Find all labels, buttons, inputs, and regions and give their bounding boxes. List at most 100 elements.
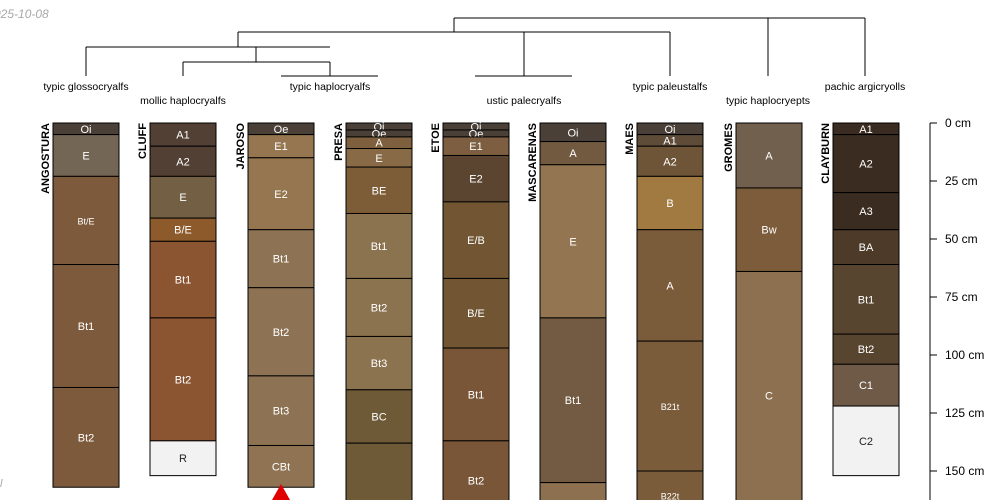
profile-id-label: CLUFF <box>137 123 149 159</box>
horizon-label: A1 <box>663 135 676 147</box>
horizon-clayburn-5 <box>832 333 900 365</box>
horizon-gromes-2 <box>735 270 803 500</box>
horizon-label: Bt1 <box>468 389 485 401</box>
horizon-label: R <box>179 453 187 465</box>
horizon-label: Bt2 <box>468 475 485 487</box>
taxon-label-glossocryalfs: typic glossocryalfs <box>43 81 128 93</box>
horizon-maes-4 <box>636 229 704 342</box>
horizon-etoe-7 <box>442 440 510 500</box>
horizon-angostura-2 <box>52 175 120 266</box>
horizon-label: B22t <box>661 492 680 500</box>
taxon-label-typic-paleustalfs: typic paleustalfs <box>633 81 708 93</box>
horizon-label: A1 <box>859 124 872 136</box>
profile-cluff: A1 A2 E B/E Bt1 Bt2 R CLUFF <box>137 122 217 477</box>
horizon-label: CBt <box>272 461 290 473</box>
horizon-label: E1 <box>469 141 482 153</box>
horizon-jaroso-6 <box>247 444 315 488</box>
horizon-label: E2 <box>469 174 482 186</box>
horizon-label: B21t <box>661 402 680 412</box>
horizon-label: Bt2 <box>175 374 192 386</box>
profile-id-label: ETOE <box>430 123 442 153</box>
horizon-gromes-1 <box>735 187 803 272</box>
axis-tick-label: 125 cm <box>945 406 984 420</box>
profile-id-label: GROMES <box>723 123 735 172</box>
profile-id-label: ANGOSTURA <box>40 123 52 194</box>
horizon-maes-5 <box>636 340 704 472</box>
horizon-angostura-4 <box>52 386 120 488</box>
horizon-label: E1 <box>274 141 287 153</box>
axis-tick-label: 150 cm <box>945 464 984 478</box>
horizon-label: E <box>179 192 186 204</box>
profile-gromes: A Bw C GROMES <box>723 122 803 500</box>
horizon-presa-6 <box>345 277 413 337</box>
horizon-cluff-6 <box>149 440 217 477</box>
horizon-presa-4 <box>345 166 413 214</box>
profile-id-label: JAROSO <box>235 123 247 170</box>
horizon-cluff-2 <box>149 175 217 219</box>
horizon-label: C1 <box>859 380 873 392</box>
horizon-label: B/E <box>174 225 192 237</box>
horizon-label: E/B <box>467 235 485 247</box>
horizon-jaroso-3 <box>247 229 315 289</box>
horizon-label: A <box>666 280 674 292</box>
horizon-label: Oi <box>81 124 92 136</box>
horizon-clayburn-4 <box>832 264 900 335</box>
horizon-cluff-4 <box>149 240 217 319</box>
horizon-label: Oi <box>665 124 676 136</box>
taxon-label-typic-haplocryalfs: typic haplocryalfs <box>290 81 371 93</box>
horizon-jaroso-4 <box>247 287 315 377</box>
horizon-label: A2 <box>663 156 676 168</box>
horizon-label: A2 <box>176 156 189 168</box>
horizon-label: A2 <box>859 159 872 171</box>
horizon-label: E2 <box>274 189 287 201</box>
bottom-marker-triangle <box>272 484 290 500</box>
horizon-label: A <box>569 148 577 160</box>
horizon-label: Bt3 <box>273 406 290 418</box>
horizon-etoe-5 <box>442 277 510 349</box>
corner-mark: l <box>0 478 3 490</box>
taxon-label-typic-haplocryepts: typic haplocryepts <box>726 95 810 107</box>
horizon-label: BC <box>371 411 386 423</box>
horizon-label: Oe <box>274 124 289 136</box>
horizon-label: B/E <box>467 308 485 320</box>
horizon-clayburn-3 <box>832 229 900 266</box>
horizon-label: BE <box>372 185 387 197</box>
profile-jaroso: Oe E1 E2 Bt1 Bt2 Bt3 CBt JAROSO <box>235 122 315 488</box>
horizon-label: Bt2 <box>273 327 290 339</box>
taxon-label-pachic-argicryolls: pachic argicryolls <box>825 81 906 93</box>
profile-id-label: MAES <box>624 123 636 155</box>
horizon-label: Bt2 <box>78 432 95 444</box>
taxon-label-mollic-haplocryalfs: mollic haplocryalfs <box>140 95 226 107</box>
horizon-clayburn-6 <box>832 363 900 407</box>
horizon-label: E <box>82 150 89 162</box>
horizon-label: Bt1 <box>858 294 875 306</box>
horizon-label: Bt1 <box>78 321 95 333</box>
profile-id-label: CLAYBURN <box>820 123 832 184</box>
horizon-label: Bt2 <box>858 344 875 356</box>
horizon-angostura-1 <box>52 134 120 177</box>
horizon-label: Bt1 <box>565 395 582 407</box>
horizon-clayburn-7 <box>832 405 900 477</box>
horizon-mascarenas-3 <box>539 317 607 484</box>
horizon-label: Bt1 <box>175 275 192 287</box>
horizon-label: A <box>375 138 383 150</box>
horizon-maes-6 <box>636 470 704 500</box>
profile-angostura: Oi E Bt/E Bt1 Bt2 ANGOSTURA <box>40 122 120 488</box>
horizon-maes-2 <box>636 145 704 177</box>
horizon-label: BA <box>859 242 874 254</box>
dendrogram <box>85 17 866 77</box>
horizon-clayburn-1 <box>832 134 900 194</box>
horizon-jaroso-5 <box>247 375 315 446</box>
horizon-maes-3 <box>636 175 704 231</box>
axis-tick-label: 0 cm <box>945 116 971 130</box>
horizon-label: E <box>375 153 382 165</box>
depth-axis: 0 cm 25 cm 50 cm 75 cm 100 cm 125 cm 150 cm <box>929 116 984 500</box>
horizon-label: Bt1 <box>371 241 388 253</box>
horizon-etoe-4 <box>442 201 510 279</box>
axis-tick-label: 25 cm <box>945 174 978 188</box>
horizon-label: Oi <box>374 121 385 133</box>
